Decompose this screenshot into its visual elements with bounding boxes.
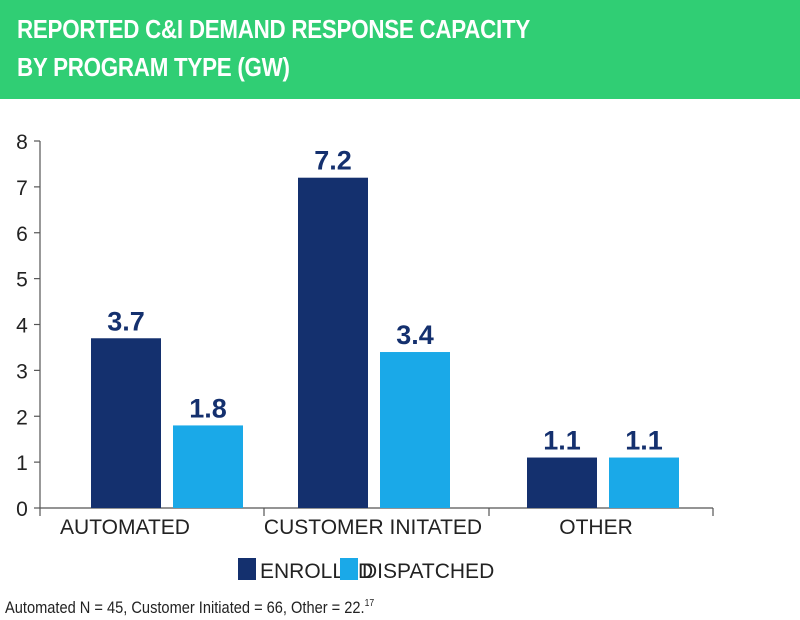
y-tick-label: 6 — [16, 223, 28, 246]
y-tick-label: 0 — [16, 498, 28, 521]
y-tick-label: 8 — [16, 131, 28, 154]
y-tick-label: 5 — [16, 269, 28, 292]
bar-value-label: 3.4 — [396, 320, 434, 350]
legend-swatch-enrolled — [238, 558, 256, 580]
footnote-text: Automated N = 45, Customer Initiated = 6… — [5, 598, 365, 617]
bar-dispatched — [609, 457, 679, 508]
bar-dispatched — [380, 352, 450, 508]
category-label: AUTOMATED — [60, 516, 190, 539]
category-label: OTHER — [559, 516, 633, 539]
title-banner: REPORTED C&I DEMAND RESPONSE CAPACITY BY… — [0, 0, 800, 99]
bar-value-label: 1.1 — [543, 426, 581, 456]
y-tick-label: 2 — [16, 406, 28, 429]
y-tick-label: 1 — [16, 452, 28, 475]
y-tick-label: 4 — [16, 315, 28, 338]
legend-swatch-dispatched — [340, 558, 358, 580]
legend-label-dispatched: DISPATCHED — [362, 560, 494, 583]
footnote: Automated N = 45, Customer Initiated = 6… — [5, 598, 374, 618]
bar-enrolled — [298, 177, 368, 508]
bar-enrolled — [527, 457, 597, 508]
footnote-reference: 17 — [364, 598, 375, 609]
bar-value-label: 1.8 — [189, 393, 227, 423]
bar-value-label: 3.7 — [107, 306, 145, 336]
y-tick-label: 7 — [16, 177, 28, 200]
chart-title-line-1: REPORTED C&I DEMAND RESPONSE CAPACITY — [17, 14, 531, 44]
chart-title-line-2: BY PROGRAM TYPE (GW) — [17, 52, 290, 82]
bar-value-label: 1.1 — [625, 426, 663, 456]
category-label: CUSTOMER INITATED — [264, 516, 482, 539]
bar-dispatched — [173, 425, 243, 508]
y-tick-label: 3 — [16, 360, 28, 383]
bar-enrolled — [91, 338, 161, 508]
bar-value-label: 7.2 — [314, 146, 352, 176]
